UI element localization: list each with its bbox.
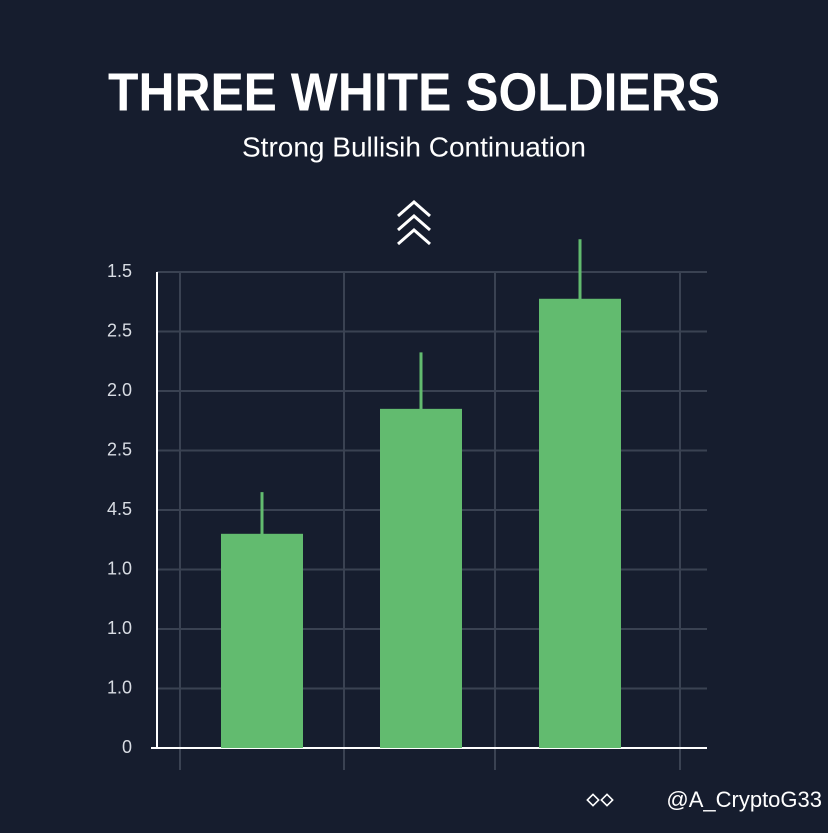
candle-body — [380, 408, 462, 748]
y-tick-label: 2.5 — [107, 439, 132, 459]
up-chevrons — [397, 200, 431, 246]
watermark: @A_CryptoG33 — [666, 787, 822, 812]
y-tick-label: 2.5 — [107, 320, 132, 340]
y-tick-label: 1.0 — [107, 618, 132, 638]
y-tick-label: 1.0 — [107, 558, 132, 578]
candle-body — [539, 298, 621, 748]
y-tick-label: 1.0 — [107, 677, 132, 697]
y-tick-label: 1.5 — [107, 261, 132, 281]
candle-body — [221, 533, 303, 748]
y-tick-label: 0 — [122, 737, 132, 757]
y-tick-label: 2.0 — [107, 380, 132, 400]
watermark-logo — [586, 793, 614, 807]
chart-subtitle: Strong Bullisih Continuation — [242, 131, 586, 162]
y-tick-label: 4.5 — [107, 499, 132, 519]
chart-title: THREE WHITE SOLDIERS — [108, 62, 720, 122]
